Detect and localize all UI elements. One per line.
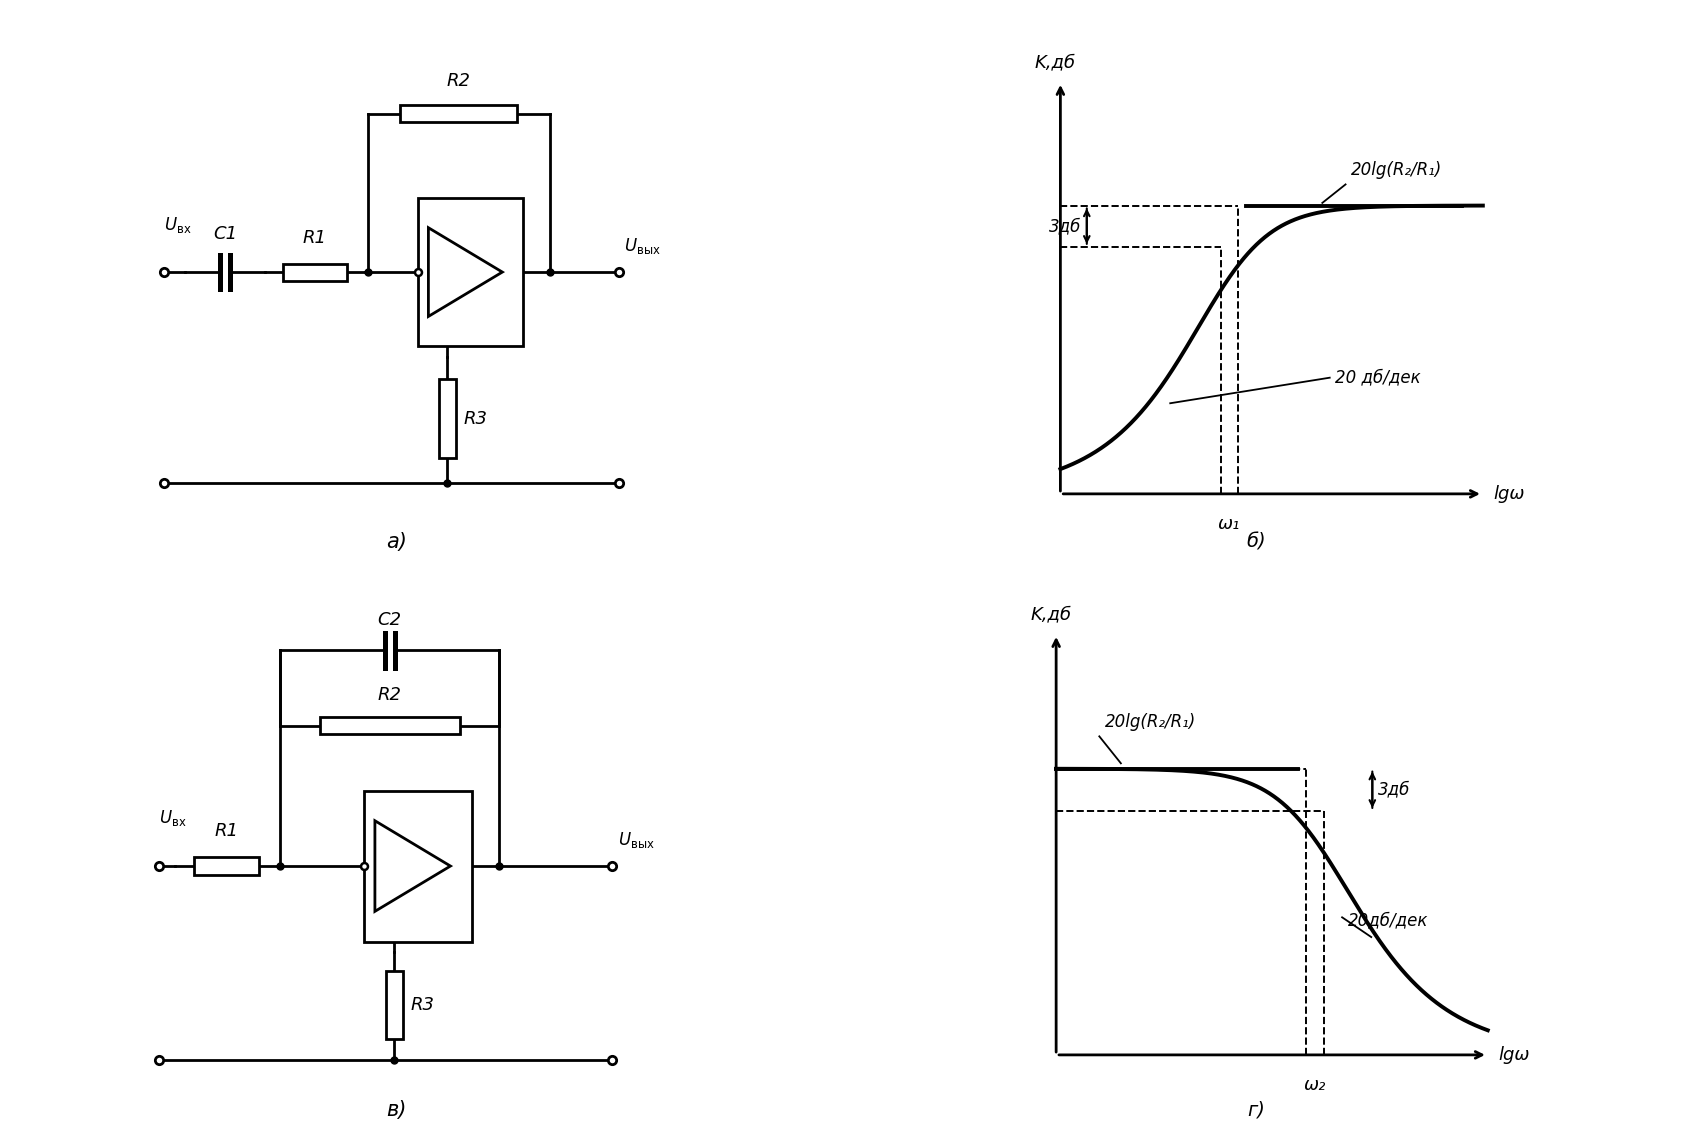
Text: R1: R1 <box>214 822 239 840</box>
Text: C2: C2 <box>378 611 402 629</box>
Bar <box>440 379 456 458</box>
Text: г): г) <box>1247 1101 1264 1119</box>
Text: R1: R1 <box>302 228 328 247</box>
Text: $U_{\rm вх}$: $U_{\rm вх}$ <box>165 215 192 235</box>
Bar <box>417 199 523 346</box>
Text: K,дб: K,дб <box>1035 54 1076 71</box>
Text: $U_{\rm выx}$: $U_{\rm выx}$ <box>624 236 660 256</box>
Bar <box>365 791 472 941</box>
Text: 20 дб/дек: 20 дб/дек <box>1336 369 1420 387</box>
Bar <box>400 106 518 122</box>
Text: 20lg(R₂/R₁): 20lg(R₂/R₁) <box>1351 161 1442 179</box>
Text: 3дб: 3дб <box>1378 781 1410 799</box>
Text: ω₂: ω₂ <box>1303 1077 1327 1094</box>
Text: $U_{\rm вх}$: $U_{\rm вх}$ <box>160 808 187 829</box>
Text: б): б) <box>1246 533 1266 552</box>
Text: lgω: lgω <box>1498 1046 1531 1064</box>
Text: R3: R3 <box>463 410 487 427</box>
Text: 20дб/дек: 20дб/дек <box>1347 912 1427 929</box>
Text: 20lg(R₂/R₁): 20lg(R₂/R₁) <box>1105 713 1196 731</box>
Text: R3: R3 <box>411 996 434 1014</box>
Text: ω₁: ω₁ <box>1218 515 1241 533</box>
Polygon shape <box>375 821 450 912</box>
Text: 3дб: 3дб <box>1049 217 1081 235</box>
Bar <box>385 971 402 1039</box>
Bar <box>283 264 346 280</box>
Text: K,дб: K,дб <box>1030 605 1071 623</box>
Text: в): в) <box>387 1100 407 1119</box>
Text: R2: R2 <box>446 72 470 90</box>
Bar <box>319 718 460 735</box>
Text: а): а) <box>387 532 407 552</box>
Bar <box>193 858 260 875</box>
Text: lgω: lgω <box>1493 484 1526 503</box>
Text: C1: C1 <box>214 225 238 243</box>
Polygon shape <box>428 227 502 317</box>
Text: $U_{\rm выx}$: $U_{\rm выx}$ <box>618 830 655 850</box>
Text: R2: R2 <box>378 687 402 704</box>
